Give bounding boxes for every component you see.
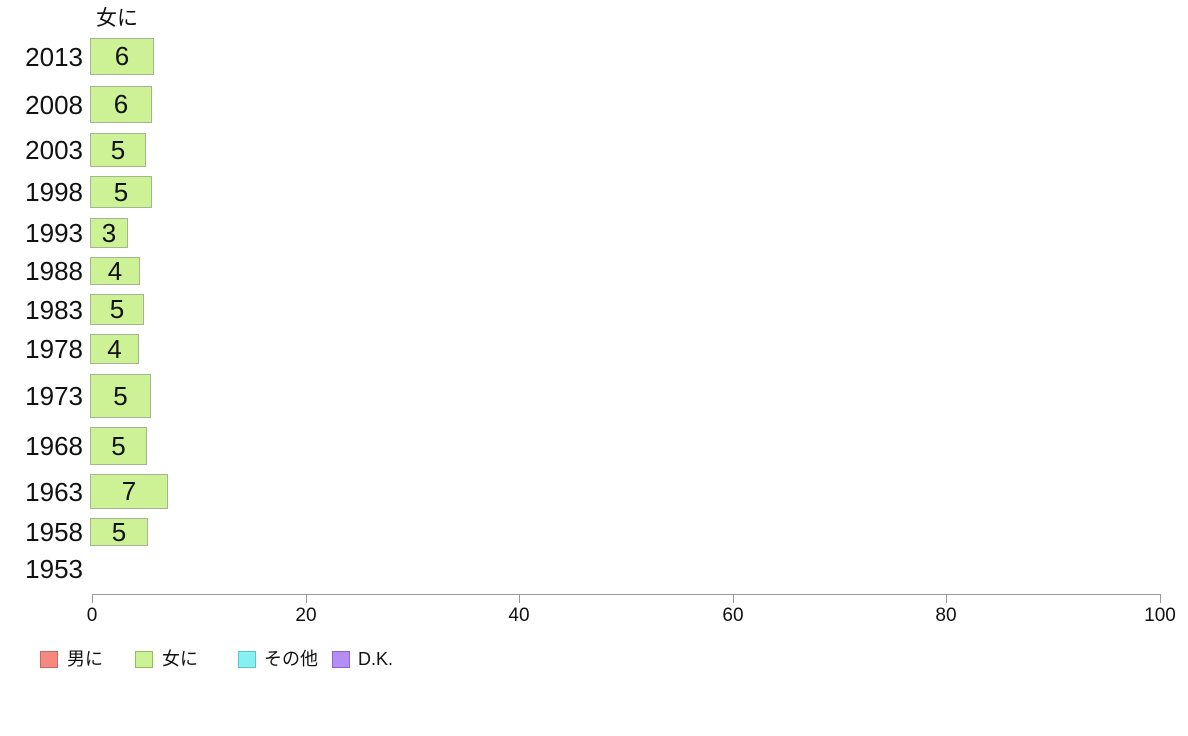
legend-swatch [135, 651, 153, 668]
bar: 6 [90, 38, 154, 75]
year-label: 1993 [25, 218, 83, 248]
x-axis-tick [1160, 594, 1161, 603]
bar: 3 [90, 218, 128, 248]
bar: 5 [90, 294, 144, 325]
x-axis-tick [946, 594, 947, 603]
year-label: 1958 [25, 517, 83, 547]
bar-value-label: 7 [121, 476, 137, 506]
legend-label: 男に [67, 649, 103, 669]
bar: 5 [90, 374, 151, 418]
bar: 4 [90, 255, 140, 286]
bar-value-label: 6 [114, 41, 130, 71]
bar: 4 [90, 334, 139, 364]
year-label: 2013 [25, 41, 83, 72]
bar-value-label: 5 [111, 430, 126, 461]
bar: 7 [90, 474, 168, 509]
bar-value-label: 3 [101, 217, 117, 248]
year-label: 1998 [25, 177, 83, 207]
bar-value-label: 5 [113, 176, 129, 207]
legend-label: D.K. [358, 649, 394, 669]
x-axis-tick-label: 100 [1144, 605, 1176, 626]
bar: 5 [90, 176, 152, 208]
year-label: 1968 [25, 431, 83, 461]
year-label: 2003 [25, 135, 83, 165]
x-axis-tick [92, 594, 93, 603]
x-axis-tick-label: 60 [722, 605, 744, 626]
year-label: 1953 [25, 554, 83, 584]
bar-value-label: 5 [113, 380, 128, 411]
x-axis-tick-label: 20 [295, 605, 317, 626]
x-axis-tick [519, 594, 520, 603]
bar: 5 [90, 516, 148, 547]
legend-swatch [40, 651, 58, 668]
bar: 6 [90, 86, 152, 123]
x-axis-tick-label: 40 [508, 605, 530, 626]
bar: 5 [90, 133, 146, 167]
legend-label: その他 [264, 649, 318, 669]
year-label: 1988 [25, 256, 83, 286]
bar-value-label: 5 [110, 134, 126, 165]
year-label: 2008 [25, 89, 83, 120]
bar-value-label: 5 [111, 516, 127, 547]
year-label: 1978 [25, 334, 83, 364]
year-label: 1973 [25, 381, 83, 411]
x-axis-tick-label: 80 [935, 605, 957, 626]
year-label: 1963 [25, 476, 83, 507]
bar: 5 [90, 427, 147, 465]
bar-value-label: 4 [107, 333, 122, 364]
x-axis-tick-label: 0 [86, 605, 98, 626]
bar-value-label: 5 [109, 294, 125, 324]
chart-title: 女に [96, 7, 138, 30]
legend-swatch [238, 651, 256, 668]
x-axis-line [92, 594, 1161, 595]
legend-label: 女に [162, 649, 198, 669]
year-label: 1983 [25, 294, 83, 325]
legend-swatch [332, 651, 350, 668]
bar-value-label: 4 [107, 255, 123, 286]
x-axis-tick [306, 594, 307, 603]
bar-value-label: 6 [113, 89, 129, 119]
x-axis-tick [733, 594, 734, 603]
